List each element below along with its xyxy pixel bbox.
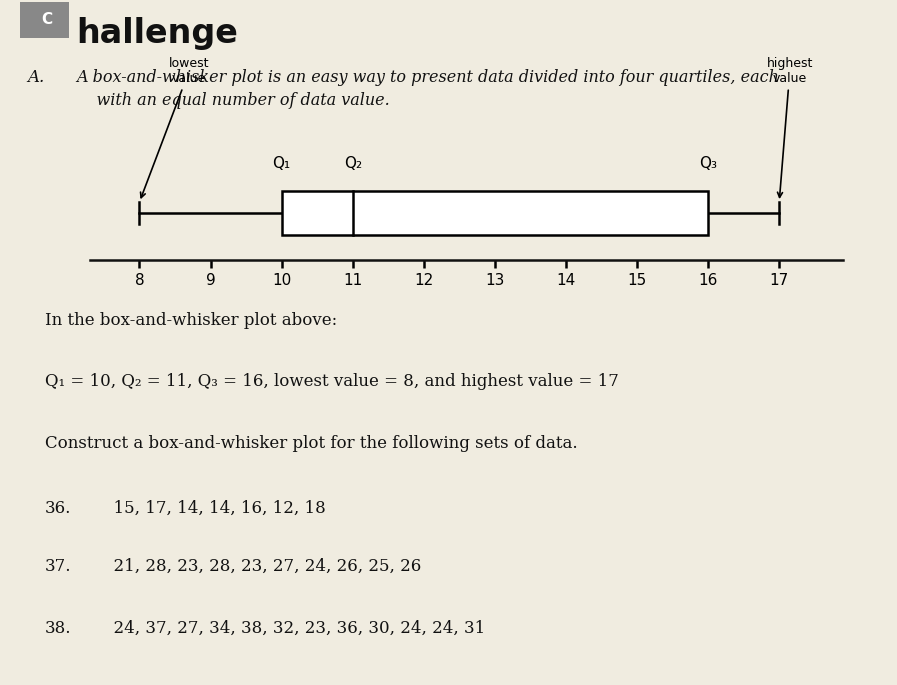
Text: Q₁: Q₁ xyxy=(273,156,291,171)
Text: Q₂: Q₂ xyxy=(344,156,361,171)
Text: 36.: 36. xyxy=(45,500,71,517)
Text: highest
value: highest value xyxy=(767,57,813,197)
Text: 21, 28, 23, 28, 23, 27, 24, 26, 25, 26: 21, 28, 23, 28, 23, 27, 24, 26, 25, 26 xyxy=(103,558,422,575)
Text: A.: A. xyxy=(27,68,44,86)
Text: hallenge: hallenge xyxy=(76,17,238,50)
Text: Q₁ = 10, Q₂ = 11, Q₃ = 16, lowest value = 8, and highest value = 17: Q₁ = 10, Q₂ = 11, Q₃ = 16, lowest value … xyxy=(45,373,619,390)
Bar xyxy=(282,191,708,235)
Bar xyxy=(20,2,69,38)
Text: 37.: 37. xyxy=(45,558,72,575)
Text: 38.: 38. xyxy=(45,620,72,637)
Text: Q₃: Q₃ xyxy=(699,156,717,171)
Text: 24, 37, 27, 34, 38, 32, 23, 36, 30, 24, 24, 31: 24, 37, 27, 34, 38, 32, 23, 36, 30, 24, … xyxy=(103,620,485,637)
Text: lowest
value: lowest value xyxy=(141,57,210,198)
Text: In the box-and-whisker plot above:: In the box-and-whisker plot above: xyxy=(45,312,337,329)
Text: A box-and-whisker plot is an easy way to present data divided into four quartile: A box-and-whisker plot is an easy way to… xyxy=(76,68,779,109)
Text: Construct a box-and-whisker plot for the following sets of data.: Construct a box-and-whisker plot for the… xyxy=(45,435,578,452)
Text: C: C xyxy=(41,12,52,27)
Text: 15, 17, 14, 14, 16, 12, 18: 15, 17, 14, 14, 16, 12, 18 xyxy=(103,500,326,517)
